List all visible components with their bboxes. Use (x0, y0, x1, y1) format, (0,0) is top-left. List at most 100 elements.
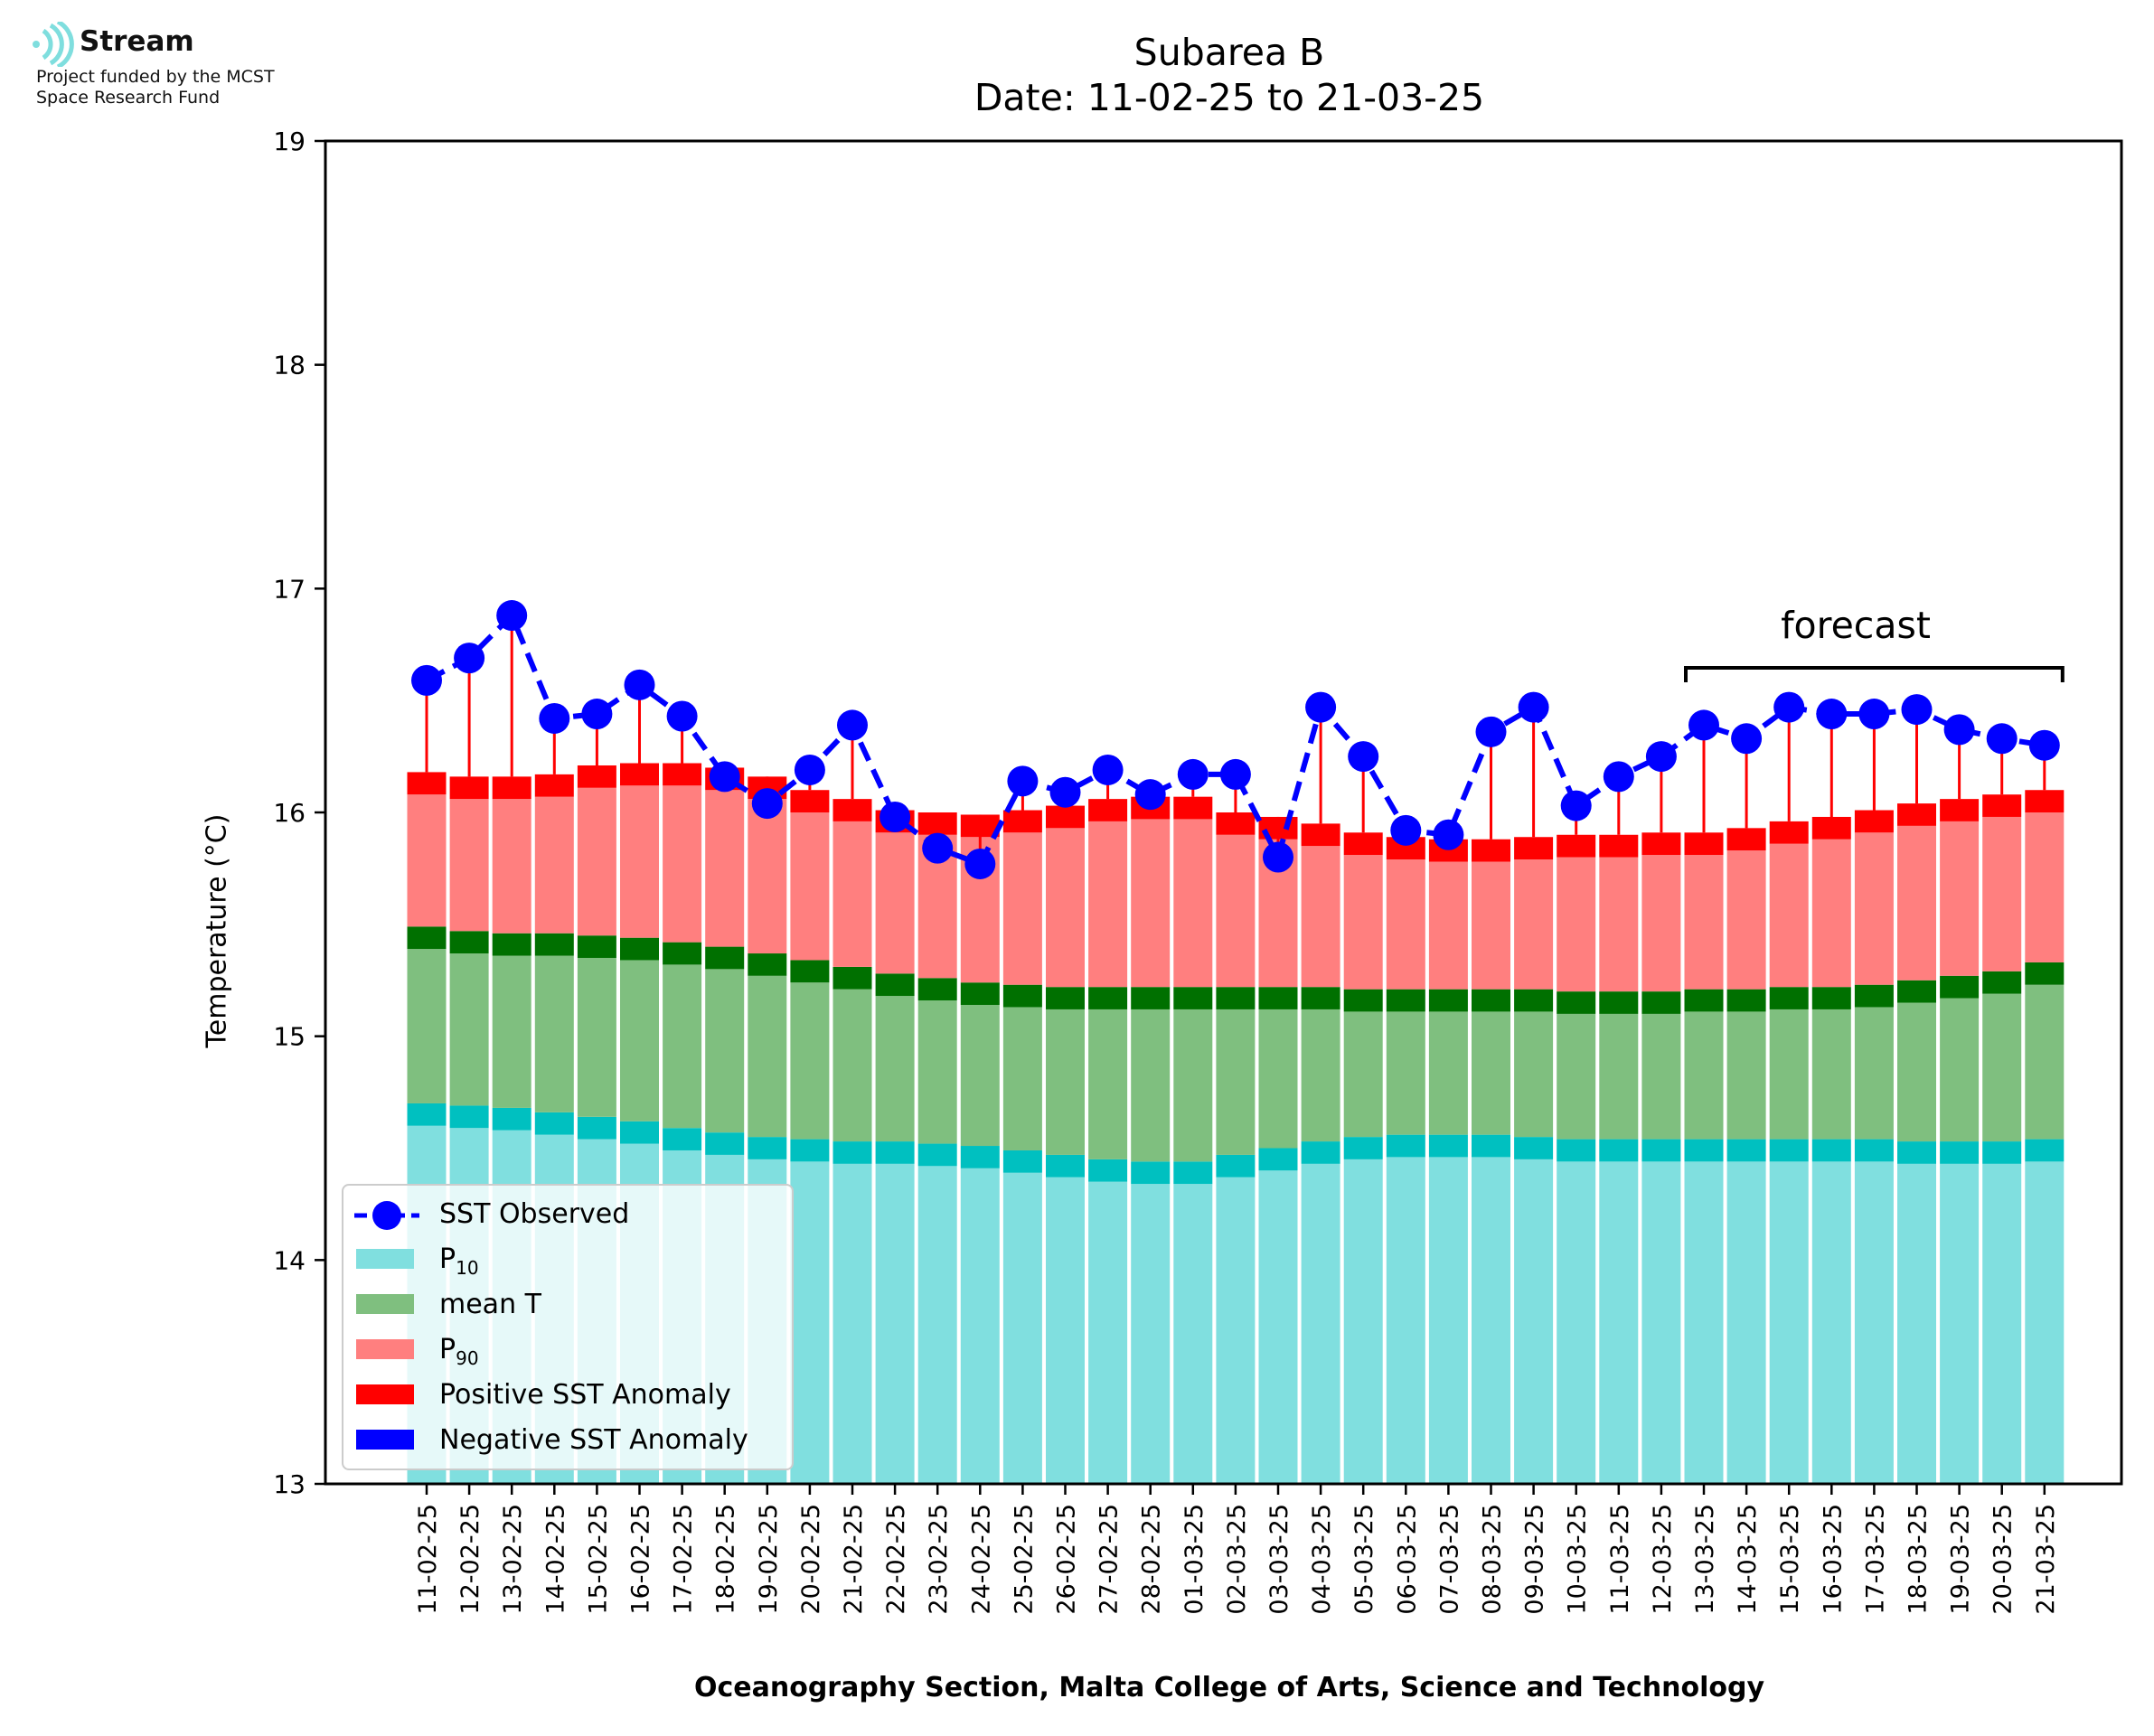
bar-mean-top (1301, 987, 1340, 1009)
bar-p90 (663, 785, 702, 943)
x-tick-label: 14-02-25 (541, 1504, 569, 1615)
x-tick-label: 18-02-25 (712, 1504, 740, 1615)
bar-p90-top (1002, 810, 1042, 833)
legend-p90-main: P (439, 1334, 456, 1365)
x-tick-label: 12-02-25 (456, 1504, 484, 1615)
bar-p90 (1002, 832, 1042, 985)
bar-mean-top (1684, 989, 1724, 1012)
bar-mean-top (620, 937, 659, 961)
bar-mean (620, 960, 659, 1121)
x-tick-label: 13-02-25 (499, 1504, 527, 1615)
bar-p10-top (917, 1143, 957, 1167)
bar-p10-top (1472, 1134, 1510, 1158)
x-tick-label: 07-03-25 (1435, 1504, 1463, 1615)
bar-mean (1940, 998, 1980, 1142)
bar-p10-top (748, 1137, 787, 1159)
sst-observed-point (1475, 716, 1507, 747)
x-tick-label: 27-02-25 (1096, 1504, 1124, 1615)
bar-mean (534, 955, 574, 1112)
y-tick-label: 19 (273, 127, 306, 156)
bar-mean (1684, 1011, 1724, 1140)
sst-observed-point (1688, 709, 1719, 741)
bar-p10 (1343, 1159, 1383, 1484)
bar-p90-top (577, 765, 616, 788)
bar-mean (1514, 1011, 1554, 1138)
bar-mean (1002, 1007, 1042, 1150)
bar-p10 (1301, 1163, 1340, 1484)
legend-swatch-p90 (356, 1339, 414, 1359)
bar-p10-top (663, 1128, 702, 1150)
bar-p90 (1301, 846, 1340, 988)
legend-label-p10: P10 (439, 1243, 479, 1279)
sst-observed-point (1390, 814, 1422, 846)
bar-p10-top (1557, 1139, 1596, 1162)
sst-observed-point (1731, 723, 1763, 755)
x-tick-label: 23-02-25 (925, 1504, 953, 1615)
legend-label-p90: P90 (439, 1334, 479, 1369)
bar-p90 (492, 799, 531, 934)
bar-p90 (1343, 855, 1383, 990)
bar-mean (832, 989, 872, 1142)
x-tick-label: 03-03-25 (1265, 1504, 1293, 1615)
bar-p10-top (1343, 1137, 1383, 1159)
bar-p90 (1088, 821, 1128, 988)
bar-mean-top (1173, 987, 1213, 1009)
x-tick-label: 20-02-25 (797, 1504, 825, 1615)
x-tick-label: 25-02-25 (1010, 1504, 1038, 1615)
bar-p10 (1046, 1177, 1085, 1484)
legend-label-positive: Positive SST Anomaly (439, 1379, 731, 1411)
logo-funding-text: Project funded by the MCST Space Researc… (36, 67, 398, 108)
x-tick-label: 14-03-25 (1734, 1504, 1762, 1615)
sst-observed-point (1816, 699, 1848, 730)
bar-p10-top (2025, 1139, 2065, 1162)
bar-p90 (748, 799, 787, 954)
bar-mean-top (492, 933, 531, 956)
bar-p10-top (1811, 1139, 1851, 1162)
bar-p90 (1641, 855, 1681, 992)
bar-p90 (1897, 825, 1936, 981)
x-tick-label: 17-03-25 (1861, 1504, 1889, 1615)
bar-mean-top (1811, 987, 1851, 1009)
bar-p90 (1046, 828, 1085, 988)
bar-p90-top (1472, 839, 1510, 862)
sst-observed-point (1773, 691, 1805, 723)
sst-observed-point (2028, 729, 2060, 761)
bar-p90 (407, 794, 447, 927)
bar-p90 (1428, 861, 1468, 990)
bar-p10 (790, 1161, 830, 1484)
sst-observed-point (1263, 841, 1293, 873)
bar-p90 (1557, 857, 1596, 992)
sst-observed-line (425, 610, 2046, 868)
bar-p10-top (1216, 1154, 1256, 1178)
x-tick-label: 26-02-25 (1053, 1504, 1081, 1615)
bar-p10-top (1769, 1139, 1809, 1162)
bar-p10-top (620, 1121, 659, 1144)
bar-p90-top (1046, 805, 1085, 829)
bar-mean (1216, 1009, 1256, 1155)
bar-mean-top (1599, 991, 1639, 1014)
bar-p10-top (1046, 1154, 1085, 1178)
bar-mean (1472, 1011, 1510, 1135)
bar-p10-top (1684, 1139, 1724, 1162)
sst-observed-point (1177, 758, 1209, 790)
x-tick-label: 15-03-25 (1776, 1504, 1804, 1615)
bar-p90 (1173, 819, 1213, 988)
bar-mean-top (1216, 987, 1256, 1009)
bar-mean-top (832, 966, 872, 990)
bar-p90 (1726, 850, 1766, 990)
bar-p90-top (1684, 832, 1724, 856)
bar-p10-top (705, 1132, 745, 1155)
bar-p10-top (1088, 1159, 1128, 1182)
bar-p90-top (1897, 803, 1936, 826)
bar-p90 (1982, 816, 2022, 971)
sst-observed-point (1049, 776, 1081, 808)
bar-mean (1258, 1009, 1298, 1149)
x-tick-label: 17-02-25 (670, 1504, 698, 1615)
bar-p10 (1386, 1157, 1425, 1484)
bar-mean (1131, 1009, 1171, 1162)
y-axis-label: Temperature (°C) (201, 813, 233, 1048)
bar-p10-top (1982, 1141, 2022, 1164)
bar-p10-top (1599, 1139, 1639, 1162)
bar-p10-top (1301, 1141, 1340, 1164)
bar-mean (1046, 1009, 1085, 1155)
